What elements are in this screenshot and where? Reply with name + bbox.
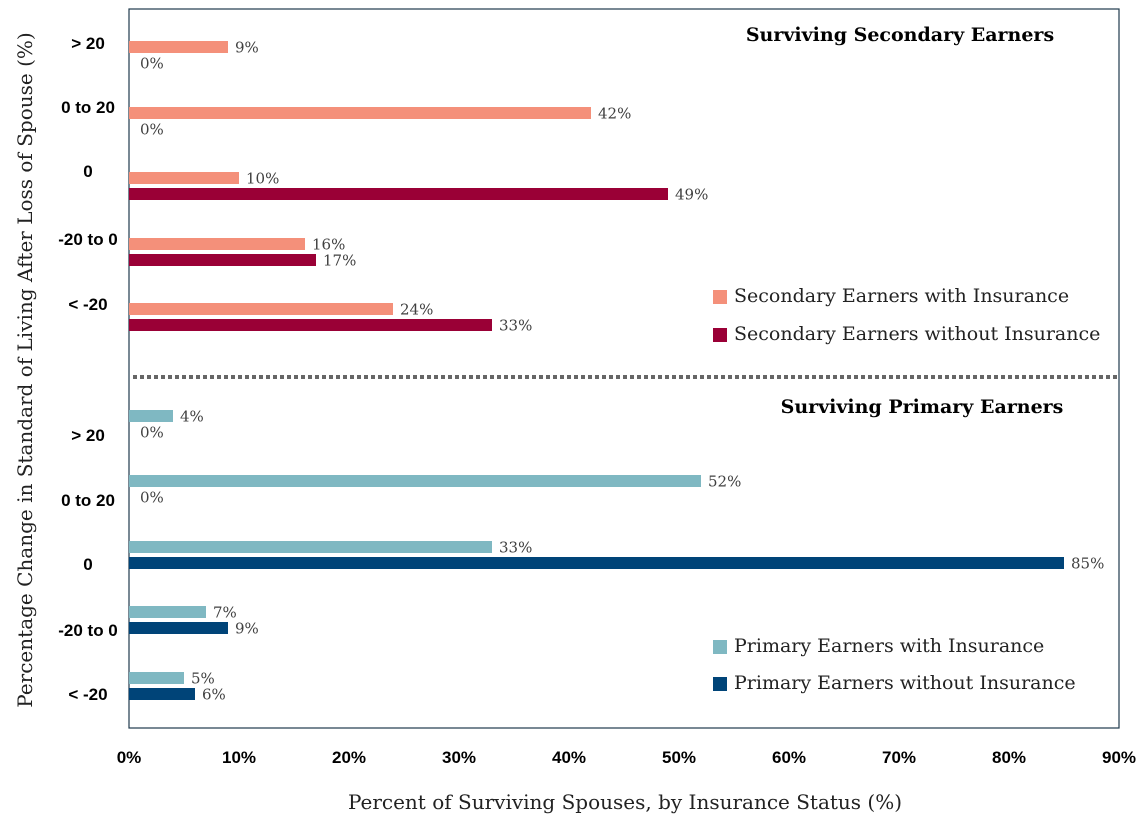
category-label: > 20 — [71, 426, 105, 445]
category-label: -20 to 0 — [58, 621, 118, 640]
legend-swatch — [713, 640, 727, 654]
legend-swatch — [713, 328, 727, 342]
category-label: 0 — [83, 162, 92, 181]
bar-value-label: 52% — [708, 473, 741, 491]
bar-value-label: 0% — [140, 424, 164, 442]
category-label: 0 to 20 — [61, 98, 115, 117]
x-axis-title: Percent of Surviving Spouses, by Insuran… — [348, 790, 902, 814]
bar-value-label: 9% — [235, 39, 259, 57]
bar-value-label: 6% — [202, 686, 226, 704]
x-tick-label: 30% — [442, 748, 476, 767]
bar — [129, 622, 228, 634]
x-tick-label: 0% — [117, 748, 142, 767]
x-tick-label: 60% — [772, 748, 806, 767]
bar-value-label: 42% — [598, 105, 631, 123]
x-tick-label: 50% — [662, 748, 696, 767]
plot-area-border — [128, 8, 1120, 729]
bar-value-label: 24% — [400, 301, 433, 319]
bar — [129, 410, 173, 422]
bar — [129, 319, 492, 331]
panel-secondary-earners: Surviving Secondary Earners > 20 0 to 20 0 -… — [58, 24, 1100, 345]
panel-title: Surviving Primary Earners — [781, 396, 1064, 418]
legend-label: Secondary Earners without Insurance — [734, 323, 1100, 345]
bar — [129, 557, 1064, 569]
bar — [129, 172, 239, 184]
legend-label: Primary Earners without Insurance — [734, 672, 1076, 694]
panel-primary-earners: Surviving Primary Earners > 20 0 to 20 0 -20… — [58, 396, 1104, 704]
y-axis-title: Percentage Change in Standard of Living … — [13, 32, 37, 707]
bar-value-label: 9% — [235, 620, 259, 638]
legend-swatch — [713, 290, 727, 304]
bar-value-label: 49% — [675, 186, 708, 204]
bar-value-label: 7% — [213, 604, 237, 622]
bar — [129, 107, 591, 119]
bar — [129, 41, 228, 53]
bar-value-label: 0% — [140, 489, 164, 507]
bar-value-label: 33% — [499, 539, 532, 557]
bar-value-label: 33% — [499, 317, 532, 335]
x-tick-label: 70% — [882, 748, 916, 767]
x-axis-ticks: 0% 10% 20% 30% 40% 50% 60% 70% 80% 90% — [117, 748, 1136, 767]
category-label: < -20 — [68, 685, 107, 704]
bar-value-label: 5% — [191, 670, 215, 688]
x-tick-label: 40% — [552, 748, 586, 767]
bar-value-label: 10% — [246, 170, 279, 188]
bar — [129, 606, 206, 618]
bar — [129, 303, 393, 315]
x-tick-label: 90% — [1102, 748, 1136, 767]
bar-value-label: 16% — [312, 236, 345, 254]
panel-title: Surviving Secondary Earners — [746, 24, 1054, 46]
bar — [129, 541, 492, 553]
bar-value-label: 17% — [323, 252, 356, 270]
legend-label: Secondary Earners with Insurance — [734, 285, 1069, 307]
x-tick-label: 80% — [992, 748, 1026, 767]
panels: Surviving Secondary Earners > 20 0 to 20 0 -… — [58, 24, 1104, 704]
bar-value-label: 85% — [1071, 555, 1104, 573]
legend-label: Primary Earners with Insurance — [734, 635, 1044, 657]
bar — [129, 188, 668, 200]
bar-value-label: 0% — [140, 55, 164, 73]
category-label: 0 to 20 — [61, 491, 115, 510]
legend-swatch — [713, 677, 727, 691]
bar-value-label: 0% — [140, 121, 164, 139]
category-label: < -20 — [68, 295, 107, 314]
bar-value-label: 4% — [180, 408, 204, 426]
x-tick-label: 20% — [332, 748, 366, 767]
bar — [129, 688, 195, 700]
bar — [129, 672, 184, 684]
bar — [129, 238, 305, 250]
category-label: > 20 — [71, 34, 105, 53]
bar — [129, 254, 316, 266]
x-tick-label: 10% — [222, 748, 256, 767]
bar — [129, 475, 701, 487]
category-label: -20 to 0 — [58, 230, 118, 249]
category-label: 0 — [83, 555, 92, 574]
